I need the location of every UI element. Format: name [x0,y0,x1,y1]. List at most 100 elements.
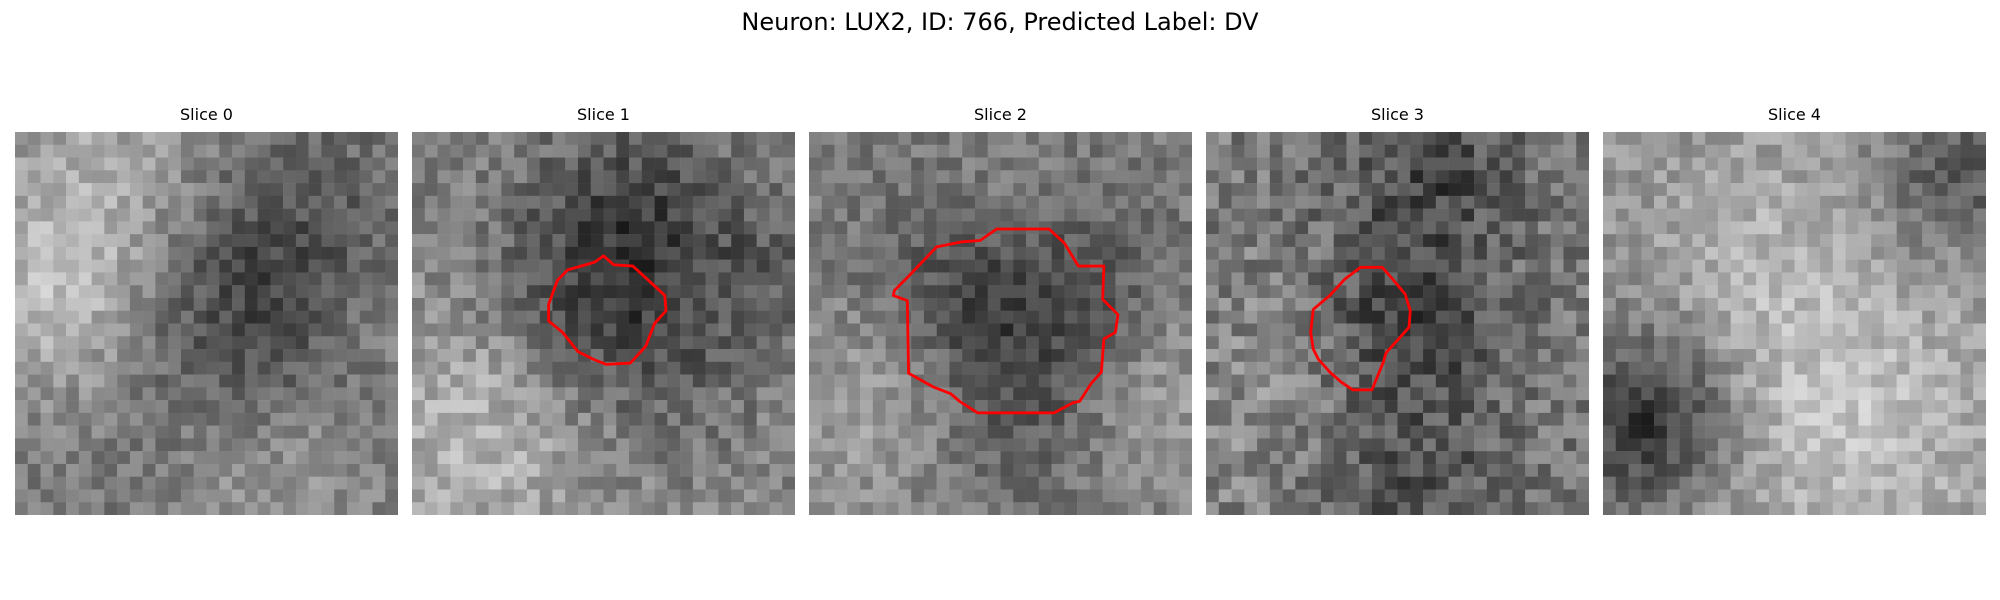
pixel [629,208,643,222]
pixel [1257,451,1271,465]
pixel [821,412,835,426]
pixel [359,323,373,337]
pixel [1947,438,1961,452]
pixel [385,476,398,490]
pixel [1820,272,1834,286]
pixel [1641,489,1655,503]
pixel [1166,272,1180,286]
pixel [1960,451,1974,465]
pixel [295,259,309,273]
pixel [501,374,515,388]
pixel [334,310,348,324]
pixel [1628,400,1642,414]
pixel [450,412,464,426]
pixel [1423,425,1437,439]
pixel [1295,476,1309,490]
pixel [1537,144,1551,158]
pixel [936,246,950,260]
pixel [385,502,398,515]
pixel [987,502,1001,515]
pixel [1781,195,1795,209]
pixel [603,476,617,490]
pixel [385,234,398,248]
pixel [168,438,182,452]
pixel [898,387,912,401]
pixel [1705,476,1719,490]
pixel [1486,234,1500,248]
pixel [1781,463,1795,477]
pixel [1435,132,1449,146]
pixel [193,221,207,235]
pixel [1768,349,1782,363]
pixel [616,463,630,477]
pixel [1333,297,1347,311]
pixel [911,183,925,197]
pixel [1102,208,1116,222]
pixel [1397,157,1411,171]
pixel [104,310,118,324]
pixel [1320,157,1334,171]
pixel [782,246,795,260]
pixel [53,502,67,515]
pixel [1397,374,1411,388]
pixel [1153,144,1167,158]
pixel [987,208,1001,222]
pixel [180,336,194,350]
pixel [577,310,591,324]
pixel [526,297,540,311]
pixel [872,272,886,286]
pixel [1140,221,1154,235]
pixel [1077,374,1091,388]
pixel [885,272,899,286]
pixel [1947,349,1961,363]
pixel [1269,323,1283,337]
pixel [1947,387,1961,401]
pixel [1115,157,1129,171]
pixel [1947,195,1961,209]
pixel [987,259,1001,273]
pixel [91,272,105,286]
pixel [1628,234,1642,248]
pixel [129,502,143,515]
pixel [872,195,886,209]
pixel [1934,195,1948,209]
pixel [1641,132,1655,146]
pixel [1960,489,1974,503]
pixel [1218,349,1232,363]
pixel [1257,463,1271,477]
pixel [782,349,795,363]
pixel [743,234,757,248]
pixel [1730,208,1744,222]
pixel [372,463,386,477]
pixel [782,208,795,222]
pixel [1692,259,1706,273]
pixel [450,361,464,375]
pixel [1666,285,1680,299]
pixel [885,463,899,477]
pixel [1730,144,1744,158]
pixel [1486,221,1500,235]
pixel [155,438,169,452]
pixel [232,387,246,401]
pixel [1705,387,1719,401]
pixel [1794,144,1808,158]
pixel [53,412,67,426]
pixel [1960,221,1974,235]
pixel [1013,502,1027,515]
pixel [488,463,502,477]
pixel [1679,361,1693,375]
pixel [1641,502,1655,515]
pixel [321,451,335,465]
pixel [321,132,335,146]
pixel [1499,285,1513,299]
pixel [1244,374,1258,388]
pixel [1102,400,1116,414]
pixel [1013,195,1027,209]
pixel [424,476,438,490]
pixel [308,400,322,414]
pixel [769,336,783,350]
pixel [1359,336,1373,350]
pixel [1603,272,1617,286]
pixel [359,170,373,184]
pixel [1461,336,1475,350]
